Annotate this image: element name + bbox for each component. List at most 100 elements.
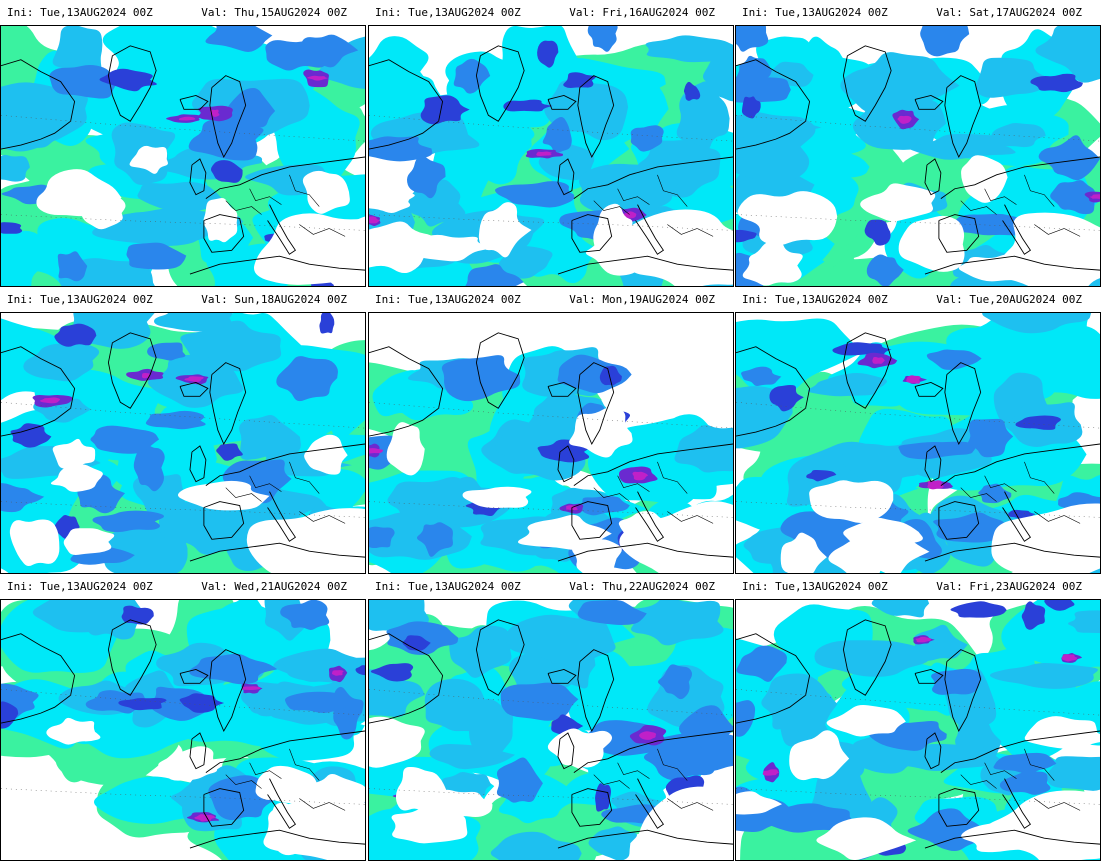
dry-area (569, 407, 633, 458)
valid-time-label: Val: Tue,20AUG2024 00Z (936, 293, 1082, 306)
country-border (1034, 511, 1081, 524)
precip-field-high (1, 483, 45, 513)
precip-field-mid (239, 415, 301, 460)
dry-area (203, 198, 238, 243)
country-border (960, 774, 997, 789)
country-border (1024, 174, 1055, 207)
precip-field-heavy (950, 601, 1007, 618)
coastline (944, 75, 982, 158)
dry-area (255, 765, 318, 804)
coastline (924, 829, 1100, 849)
country-border (984, 188, 1017, 205)
country-border (1024, 748, 1055, 781)
dry-area (826, 705, 906, 737)
country-border (667, 224, 714, 237)
dry-area (391, 803, 468, 844)
coastline (189, 542, 365, 562)
dry-area (547, 728, 613, 768)
coastline (203, 788, 245, 827)
forecast-panel: Ini: Tue,13AUG2024 00Z Val: Tue,20AUG2024… (735, 289, 1102, 576)
precip-field-mid (579, 163, 680, 218)
coastline (557, 829, 733, 849)
precip-field-high (495, 181, 575, 208)
dry-area (129, 145, 168, 174)
forecast-map (0, 312, 366, 574)
coastline (179, 94, 209, 110)
dry-area (780, 532, 827, 573)
forecast-panel: Ini: Tue,13AUG2024 00Z Val: Thu,22AUG2024… (368, 576, 735, 863)
coastline (938, 788, 980, 827)
coastline (189, 732, 207, 770)
coastline (571, 501, 613, 540)
forecast-map (735, 312, 1101, 574)
precip-field-mid (840, 52, 960, 119)
precip-field-high (126, 242, 187, 270)
precip-field-low (736, 323, 807, 374)
precip-max (536, 151, 552, 157)
coastline (577, 75, 615, 158)
dry-area (478, 202, 532, 258)
precip-field-high (496, 757, 543, 803)
precip-field-high (907, 808, 986, 852)
precip-field-heavy (402, 635, 431, 651)
coastline (557, 255, 733, 275)
latitude-gridline (369, 115, 733, 142)
coastline (179, 668, 209, 684)
latitude-gridline (1, 689, 365, 716)
dry-area (860, 183, 936, 222)
dry-area (983, 790, 1100, 860)
coastline (267, 778, 297, 829)
map-canvas (369, 313, 733, 573)
precip-field-mid (490, 831, 582, 860)
dry-area (253, 213, 365, 285)
precip-field-high (369, 526, 395, 549)
coastline (573, 443, 733, 487)
precip-max (141, 373, 150, 379)
precip-max (639, 731, 657, 740)
precip-field-heavy (741, 96, 761, 119)
coastline (189, 158, 207, 196)
latitude-gridline (736, 689, 1100, 716)
dry-area (961, 155, 1008, 203)
country-border (249, 762, 282, 779)
dry-area (9, 519, 60, 567)
precip-field-mid (702, 57, 733, 102)
valid-time-label: Val: Sun,18AUG2024 00Z (201, 293, 347, 306)
init-time-label: Ini: Tue,13AUG2024 00Z (7, 580, 153, 593)
dry-area (395, 766, 447, 816)
forecast-panel: Ini: Tue,13AUG2024 00Z Val: Mon,19AUG2024… (368, 289, 735, 576)
map-canvas (736, 313, 1100, 573)
map-canvas (369, 600, 733, 860)
dry-area (36, 169, 122, 217)
valid-time-label: Val: Fri,16AUG2024 00Z (569, 6, 715, 19)
coastline (635, 778, 665, 829)
precip-max (184, 376, 204, 382)
dry-area (809, 480, 894, 523)
precip-field-high (441, 355, 521, 402)
init-time-label: Ini: Tue,13AUG2024 00Z (7, 6, 153, 19)
forecast-panel: Ini: Tue,13AUG2024 00Z Val: Wed,21AUG2024… (0, 576, 367, 863)
precip-field-low (34, 369, 161, 444)
coastline (573, 156, 733, 200)
precip-field-high (284, 691, 351, 714)
panel-header: Ini: Tue,13AUG2024 00Z Val: Wed,21AUG2024… (0, 576, 367, 598)
dry-area (369, 221, 434, 274)
precip-field-high (90, 425, 160, 454)
precip-field-high (276, 356, 338, 402)
dry-area (52, 438, 96, 470)
country-border (299, 511, 346, 524)
precip-field-mid (909, 133, 1016, 160)
coastline (1, 59, 76, 150)
precip-field-mid (137, 181, 226, 213)
coastline (938, 501, 980, 540)
coastline (914, 668, 944, 684)
precip-field-high (587, 26, 618, 52)
forecast-panel: Ini: Tue,13AUG2024 00Z Val: Thu,15AUG2024… (0, 2, 367, 289)
precip-field-heavy (118, 697, 167, 711)
coastline (736, 633, 811, 724)
coastline (267, 204, 297, 255)
latitude-gridline (369, 689, 733, 716)
precip-field-heavy (769, 385, 804, 412)
precip-field-heavy (595, 783, 612, 812)
country-border (984, 475, 1017, 492)
